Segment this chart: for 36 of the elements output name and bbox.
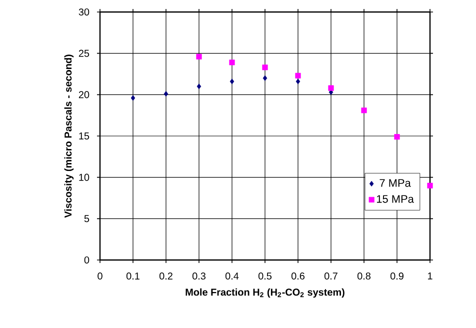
y-tick-label: 10 [79,174,90,181]
point [196,84,202,90]
point [229,60,235,66]
point [295,72,301,78]
point [230,78,234,84]
x-tick-label: 0.7 [324,272,338,280]
legend-label: 15 MPa [376,195,414,203]
point [196,54,202,60]
y-tick-label: 30 [78,8,90,16]
x-tick-label: 0.2 [159,272,172,280]
y-tick-label: 15 [79,132,90,140]
x-tick-label: 0.5 [258,272,272,280]
point [164,91,168,97]
point [130,95,136,101]
point [394,134,400,140]
x-tick-label: 0.1 [126,272,140,280]
point [262,64,268,70]
y-tick-label: 5 [84,215,90,222]
point [361,108,367,114]
y-tick-label: 25 [78,50,90,57]
x-tick-label: 0.3 [192,272,206,280]
point [262,75,268,81]
y-tick-label: 20 [78,91,90,98]
x-tick-label: 1 [428,272,432,280]
x-tick-label: 0.6 [291,272,304,280]
x-tick-label: 0.8 [357,272,370,280]
y-axis-title: Viscosity (micro Pascals - second) [64,54,74,218]
x-tick-label: 0.4 [225,272,239,280]
x-axis-title: Mole Fraction H$_{2}$ (H$_{2}$-CO$_{2}$ system) [186,288,344,298]
point [328,85,334,91]
x-tick-label: 0.9 [390,272,404,280]
point [427,182,433,188]
y-tick-label: 0 [84,256,90,264]
x-tick-label: 0 [98,272,102,280]
legend-label: 7 MPa [380,179,411,187]
point [296,78,300,84]
